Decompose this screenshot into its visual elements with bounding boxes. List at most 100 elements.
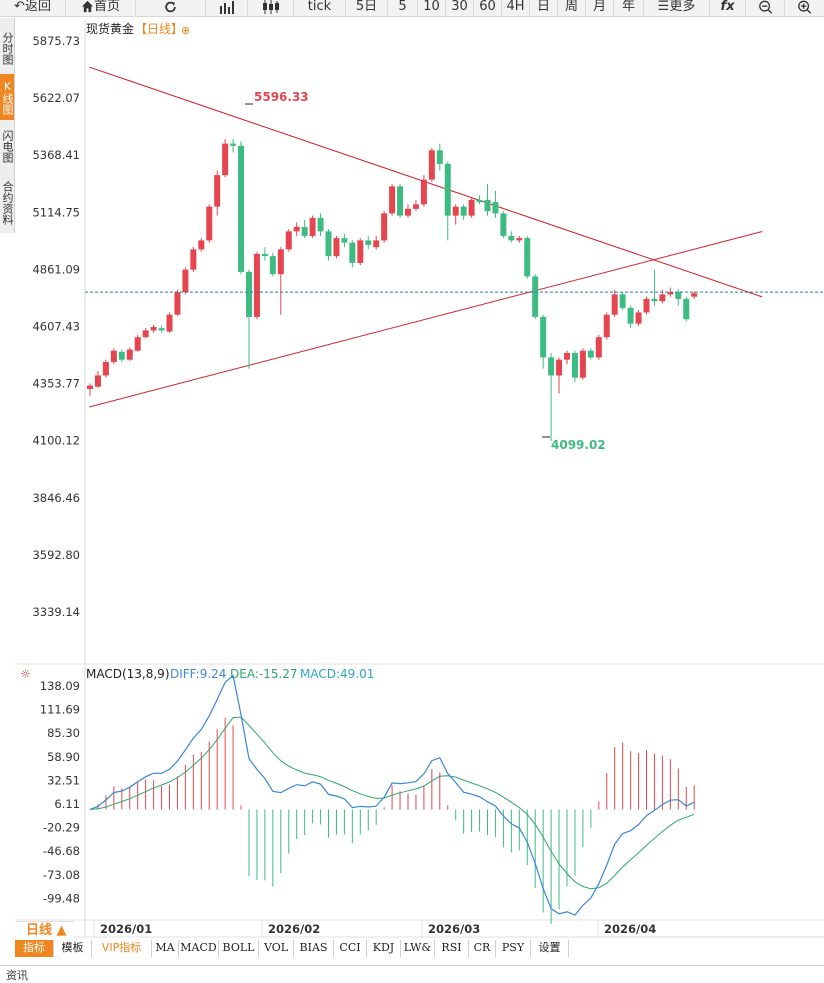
- candle-body: [166, 314, 173, 332]
- home-button[interactable]: 首页: [66, 0, 136, 17]
- period-month[interactable]: 月: [586, 0, 614, 17]
- candle-body: [269, 256, 276, 275]
- zoom-out-button[interactable]: [746, 0, 785, 17]
- period-5min[interactable]: 5: [388, 0, 418, 17]
- tab-cr[interactable]: CR: [469, 940, 496, 957]
- candle-body: [564, 352, 570, 360]
- price-tick-label: 4861.09: [32, 262, 80, 276]
- macd-settings-icon[interactable]: ☼: [20, 667, 31, 681]
- price-tick-label: 5622.07: [32, 91, 80, 105]
- price-tick-label: 5114.75: [32, 205, 80, 219]
- period-60min[interactable]: 60: [474, 0, 502, 17]
- candle-body: [603, 314, 610, 338]
- macd-tick-label: 32.51: [47, 773, 80, 787]
- candles: [87, 139, 698, 441]
- low-annotation: 4099.02: [542, 436, 606, 452]
- price-tick-label: 5875.73: [32, 34, 80, 48]
- candle-body: [571, 352, 578, 378]
- tab-settings[interactable]: 设置: [531, 940, 569, 957]
- tab-ma[interactable]: MA: [152, 940, 179, 957]
- candle-body: [150, 327, 157, 331]
- macd-diff: DIFF:9.24: [170, 667, 226, 681]
- candle-body: [436, 150, 443, 164]
- more-button[interactable]: ☰更多: [644, 0, 710, 17]
- nav-contract[interactable]: 合约资料: [1, 181, 14, 225]
- candle-body: [381, 213, 388, 241]
- period-5day[interactable]: 5日: [346, 0, 388, 17]
- period-4h[interactable]: 4H: [502, 0, 530, 17]
- candle-body: [683, 298, 690, 320]
- macd-tick-label: 6.11: [54, 797, 80, 811]
- indicator-tabs: 指标 模板 VIP指标 MA MACD BOLL VOL BIAS CCI KD…: [15, 940, 824, 957]
- candle-body: [659, 294, 666, 302]
- price-tick-label: 5368.41: [32, 148, 80, 162]
- tab-rsi[interactable]: RSI: [435, 940, 469, 957]
- candle-body: [460, 206, 467, 216]
- refresh-button[interactable]: [136, 0, 206, 17]
- candle-body: [174, 292, 181, 315]
- period-10min[interactable]: 10: [418, 0, 446, 17]
- tab-vol[interactable]: VOL: [259, 940, 294, 957]
- candle-body: [595, 337, 602, 358]
- chart-settings-icon[interactable]: ⊕: [181, 24, 190, 37]
- candle-body: [182, 269, 189, 293]
- macd-tick-label: 85.30: [47, 726, 80, 740]
- candle-body: [516, 238, 523, 241]
- candle-body: [349, 242, 356, 263]
- candle-body: [110, 350, 117, 362]
- candle-body: [675, 292, 682, 299]
- nav-timeshare[interactable]: 分时图: [1, 31, 14, 65]
- candle-body: [126, 349, 133, 360]
- candle-body: [540, 316, 547, 358]
- candle-body: [500, 213, 507, 236]
- candle-body: [365, 240, 372, 245]
- tab-lw[interactable]: LW&: [401, 940, 435, 957]
- candle-body: [277, 249, 284, 275]
- date-label: 2026/04: [604, 922, 656, 936]
- period-year[interactable]: 年: [614, 0, 644, 17]
- period-30min[interactable]: 30: [446, 0, 474, 17]
- footer-news-link[interactable]: 资讯: [6, 969, 28, 982]
- candle-body: [142, 330, 149, 338]
- candle-body: [301, 226, 308, 236]
- zoom-in-button[interactable]: [785, 0, 824, 17]
- tab-psy[interactable]: PSY: [496, 940, 531, 957]
- high-label: 5596.33: [254, 90, 309, 104]
- diff-line: [89, 674, 695, 916]
- left-nav: 分时图 K线图 闪电图 合约资料: [0, 18, 15, 233]
- tab-kdj[interactable]: KDJ: [367, 940, 401, 957]
- tab-macd[interactable]: MACD: [179, 940, 219, 957]
- tab-boll[interactable]: BOLL: [219, 940, 259, 957]
- tab-template[interactable]: 模板: [54, 940, 92, 957]
- date-label: 2026/02: [268, 922, 320, 936]
- macd-title: MACD(13,8,9): [86, 667, 170, 681]
- candle-body: [492, 202, 499, 214]
- chart-type-button[interactable]: [206, 0, 248, 17]
- zoom-in-icon: [798, 0, 812, 14]
- formula-button[interactable]: fx: [710, 0, 746, 17]
- candle-body: [309, 217, 316, 236]
- nav-kline[interactable]: K线图: [0, 74, 14, 120]
- chart-area[interactable]: 现货黄金 【日线】 ⊕ 5875.73 5622.07 5368.41 5114.75…: [0, 18, 824, 938]
- tab-cci[interactable]: CCI: [334, 940, 367, 957]
- tab-vip-indicator[interactable]: VIP指标: [92, 940, 152, 957]
- candle-body: [230, 143, 237, 146]
- period-day[interactable]: 日: [530, 0, 558, 17]
- macd-tick-label: 111.69: [40, 703, 80, 717]
- candlestick-button[interactable]: [248, 0, 294, 17]
- candle-body: [102, 361, 109, 376]
- candle-body: [508, 235, 515, 241]
- tab-bias[interactable]: BIAS: [294, 940, 334, 957]
- period-selector-button[interactable]: 日线 ▲: [16, 921, 74, 939]
- home-icon: [81, 0, 94, 13]
- nav-flash[interactable]: 闪电图: [1, 129, 14, 163]
- back-button[interactable]: ↶返回: [0, 0, 66, 17]
- candle-body: [198, 240, 205, 250]
- period-tick[interactable]: tick: [294, 0, 346, 17]
- period-week[interactable]: 周: [558, 0, 586, 17]
- candle-body: [468, 199, 475, 216]
- back-arrow-icon: ↶: [14, 0, 25, 14]
- candle-body: [373, 240, 380, 248]
- tab-indicator[interactable]: 指标: [15, 940, 54, 957]
- candle-body: [619, 294, 626, 308]
